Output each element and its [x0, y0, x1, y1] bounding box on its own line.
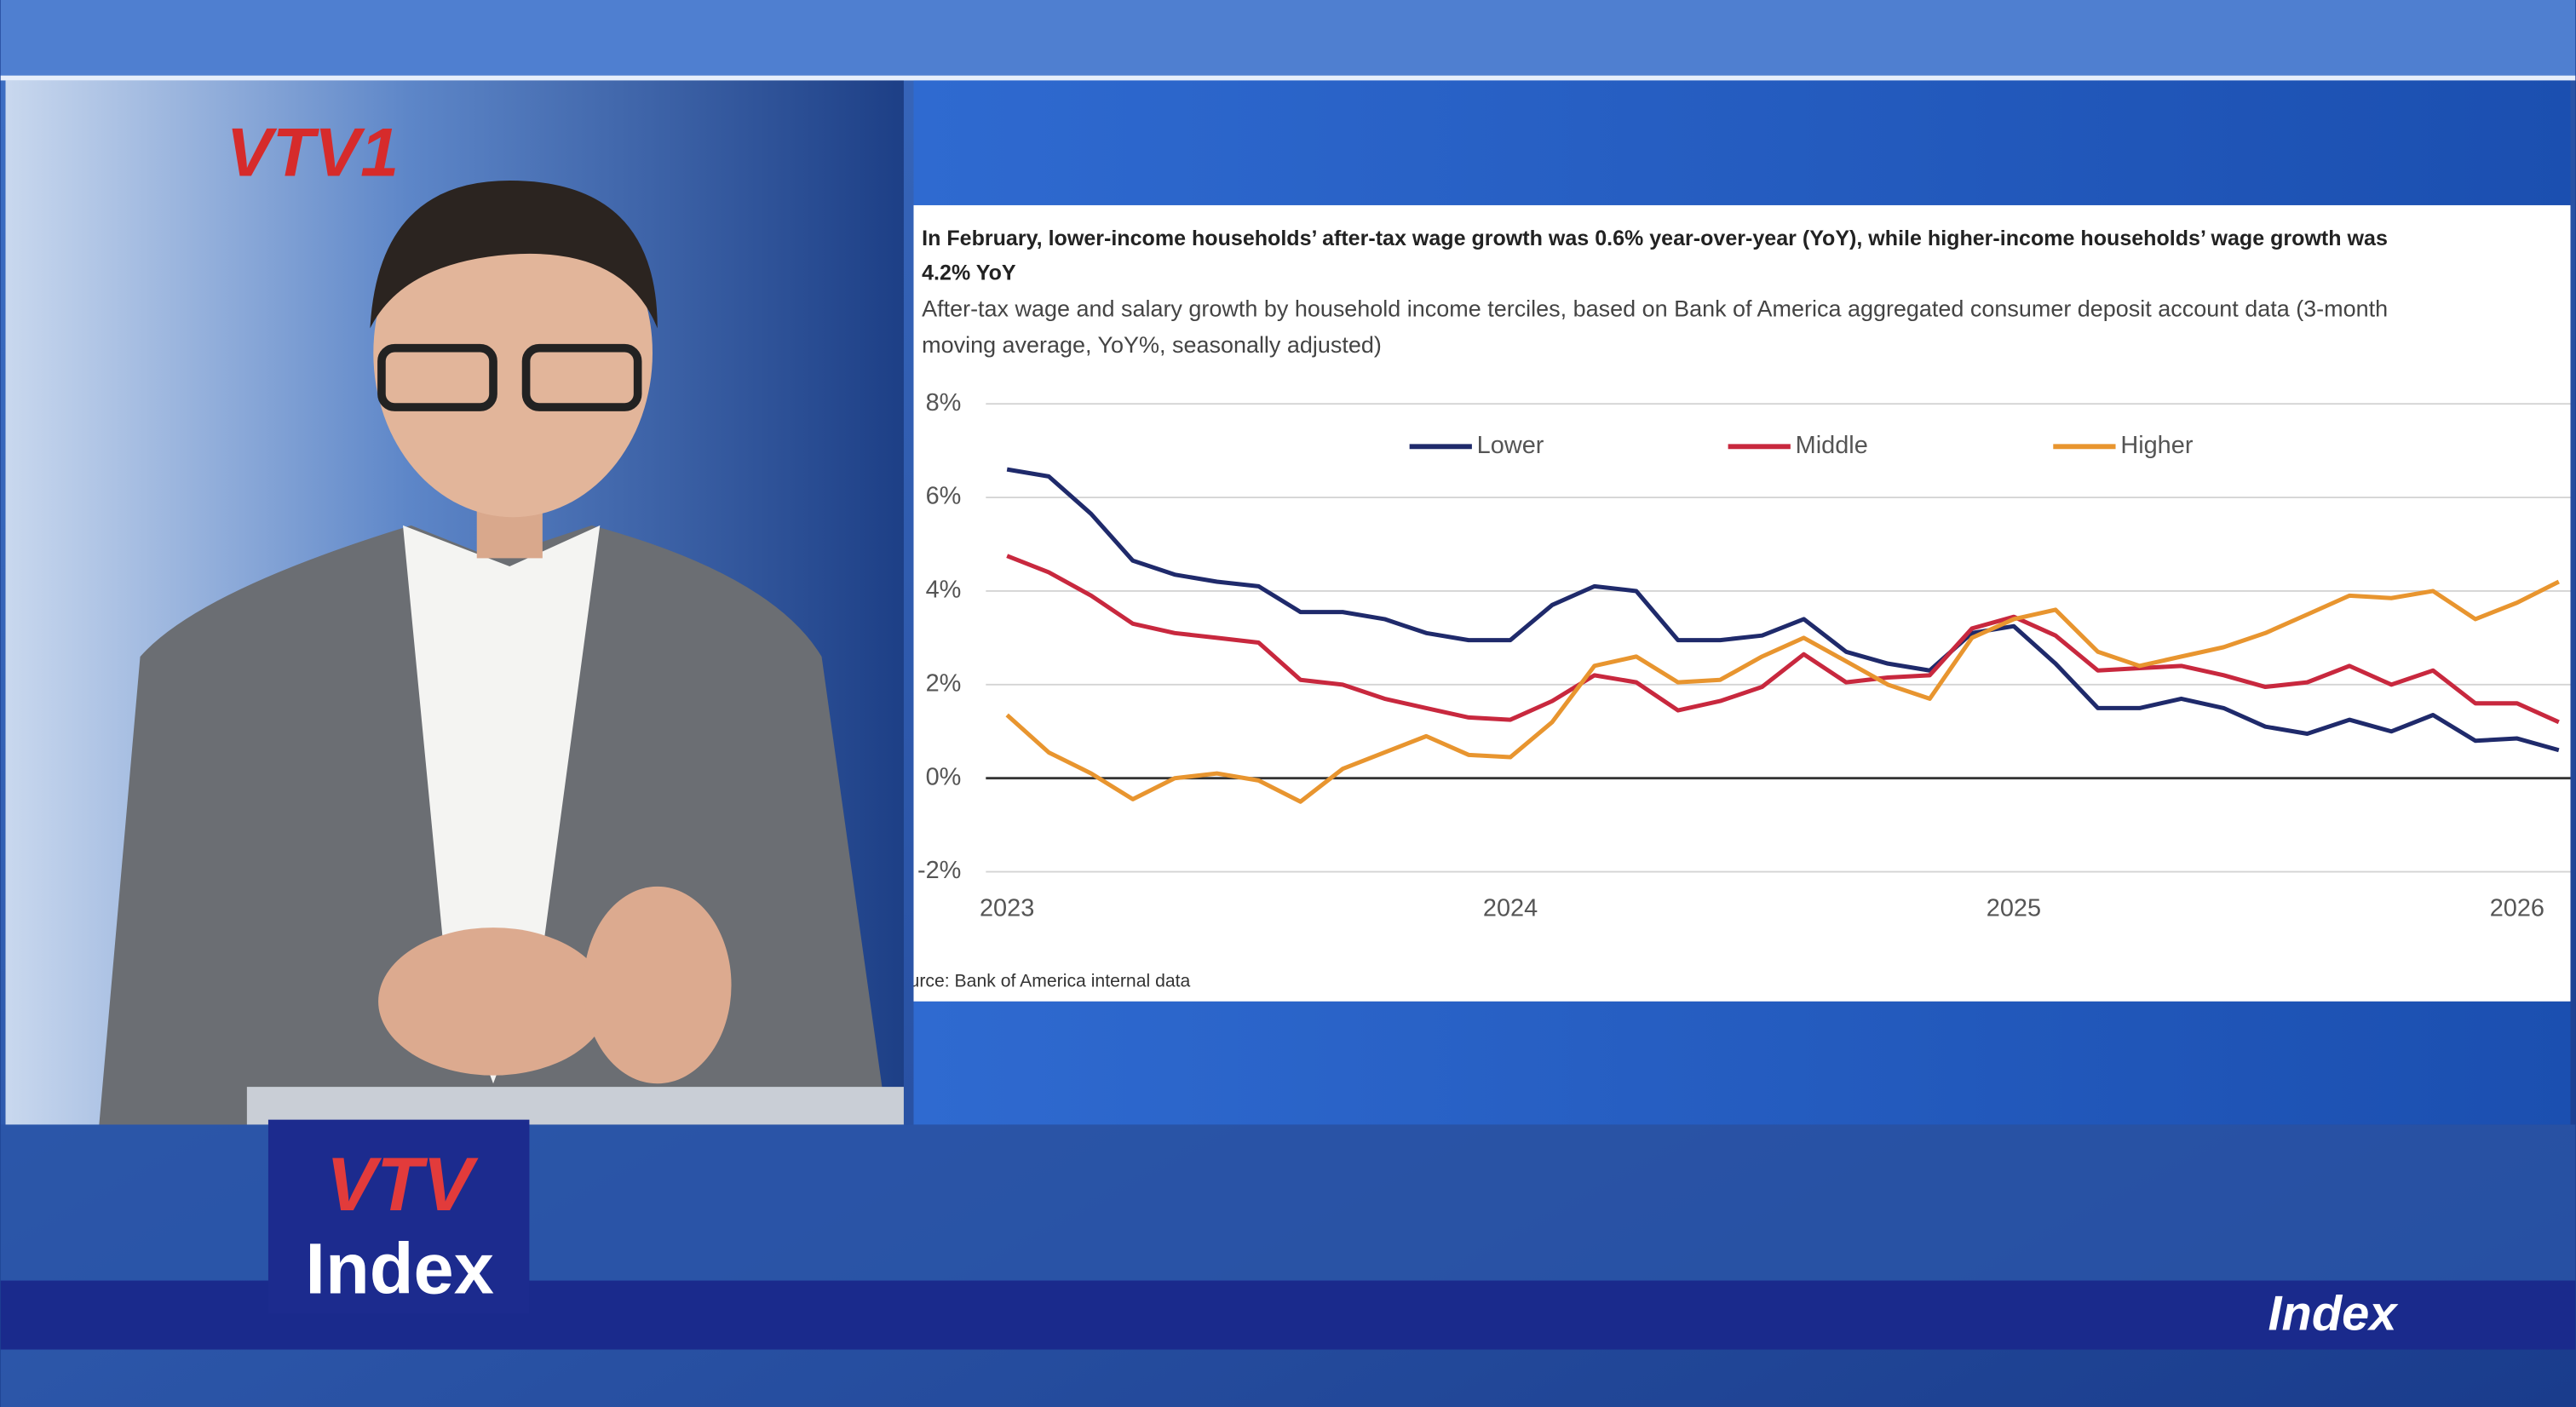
show-logo: Index [305, 1227, 493, 1308]
show-logo: VTV [326, 1142, 479, 1226]
chart-title: 4.2% YoY [922, 261, 1016, 285]
presenter [99, 181, 904, 1125]
series-line [1006, 467, 2560, 753]
channel-logo: VTV1 [227, 114, 399, 191]
frame-line [0, 75, 2576, 81]
y-tick-label: 2% [926, 669, 962, 697]
chart-panel [913, 204, 2571, 1002]
legend-label: Higher [2120, 432, 2194, 459]
y-tick-label: -2% [917, 857, 961, 884]
x-tick-label: 2025 [1987, 895, 2041, 922]
y-tick-label: 6% [926, 483, 962, 510]
chart-subtitle: moving average, YoY%, seasonally adjuste… [922, 332, 1382, 358]
banner-label: Index [2268, 1286, 2399, 1341]
x-tick-label: 2024 [1483, 895, 1538, 922]
chart-subtitle: After-tax wage and salary growth by hous… [922, 296, 2388, 321]
series-line [1006, 554, 2560, 725]
x-tick-label: 2026 [2490, 895, 2544, 922]
legend-label: Lower [1477, 432, 1544, 459]
show-logo-box [267, 1119, 530, 1314]
chart: In February, lower-income households’ af… [888, 227, 2571, 991]
top-band [0, 0, 2576, 76]
series-line [1005, 579, 2560, 804]
chart-title: In February, lower-income households’ af… [922, 227, 2388, 250]
legend-label: Middle [1796, 432, 1868, 459]
y-tick-label: 4% [926, 577, 962, 604]
chart-footer-band [913, 1001, 2571, 1125]
chart-header-band [913, 80, 2571, 205]
source-note: Source: Bank of America internal data [888, 971, 1191, 991]
y-tick-label: 0% [926, 763, 962, 790]
x-tick-label: 2023 [980, 895, 1034, 922]
y-tick-label: 8% [926, 389, 962, 416]
